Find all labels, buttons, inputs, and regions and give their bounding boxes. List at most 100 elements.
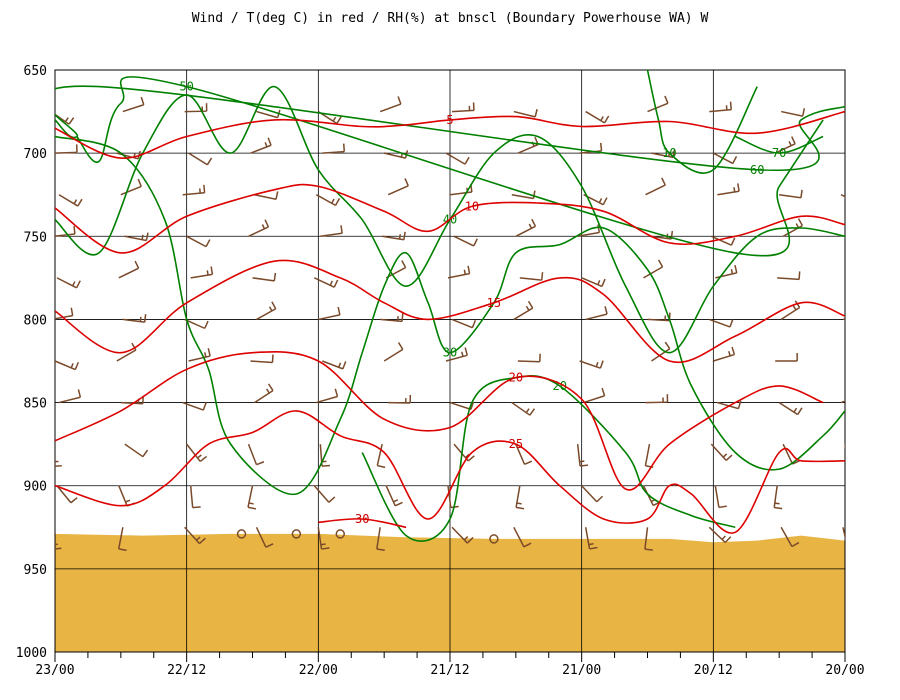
y-tick-label: 650 — [24, 64, 47, 79]
wind-barb — [451, 102, 475, 113]
wind-barb — [182, 184, 206, 196]
wind-barb — [775, 353, 798, 362]
wind-barb — [385, 485, 403, 507]
wind-barb — [645, 394, 669, 404]
wind-barb — [382, 231, 406, 241]
wind-barb — [55, 144, 78, 154]
wind-barb — [517, 353, 541, 363]
wind-barb — [643, 259, 664, 279]
wind-barb — [55, 113, 75, 125]
wind-barb — [847, 360, 870, 368]
wind-barb — [122, 314, 147, 323]
wind-barb — [849, 486, 870, 501]
y-tick-label: 850 — [24, 397, 47, 412]
wind-barb — [709, 101, 732, 113]
wind-barb — [56, 485, 78, 504]
wind-barb — [120, 178, 142, 196]
wind-barb — [250, 354, 274, 364]
calm-wind-marker — [291, 529, 302, 539]
wind-barb — [651, 341, 671, 362]
temperature-contour-label: 5 — [446, 113, 453, 127]
y-tick-label: 950 — [24, 563, 47, 578]
wind-barb — [840, 194, 845, 198]
wind-barb — [56, 277, 81, 289]
wind-barb — [254, 191, 279, 201]
rh-contour-label: 10 — [662, 146, 676, 160]
wind-barb — [780, 526, 800, 548]
wind-barb — [55, 225, 76, 237]
wind-barb — [383, 342, 404, 362]
wind-barb — [647, 95, 669, 113]
temperature-contours: 5 10 15 20 25 30 — [55, 110, 845, 534]
temperature-contour — [55, 259, 845, 364]
wind-barb — [248, 219, 270, 237]
calm-wind-marker — [489, 534, 499, 544]
wind-barb — [844, 444, 845, 450]
wind-barb — [713, 346, 736, 362]
rh-contour-label: 60 — [750, 163, 764, 177]
wind-barb — [317, 527, 330, 550]
wind-barb — [583, 387, 606, 404]
wind-barb — [379, 96, 402, 113]
temperature-contour — [55, 110, 845, 159]
wind-barb — [714, 485, 727, 509]
wind-barb — [774, 136, 796, 154]
wind-barb — [453, 443, 475, 462]
wind-barb — [710, 443, 733, 461]
wind-barb — [190, 266, 214, 279]
rh-contour — [734, 135, 824, 154]
wind-barb — [579, 142, 603, 154]
wind-barb — [116, 342, 137, 362]
wind-barb — [55, 460, 62, 467]
wind-barb — [708, 526, 732, 544]
temperature-contour-label: 20 — [509, 371, 523, 385]
y-tick-label: 700 — [24, 147, 47, 162]
wind-barb — [247, 485, 257, 510]
wind-barb — [717, 400, 742, 410]
wind-barb — [849, 278, 872, 286]
wind-barb — [118, 260, 140, 279]
temperature-contour — [318, 518, 407, 529]
wind-barb — [773, 485, 783, 510]
wind-barb — [581, 485, 604, 503]
rh-contour-label: 30 — [443, 346, 457, 360]
wind-barb — [715, 264, 738, 279]
wind-barb — [449, 401, 475, 411]
wind-barb — [58, 194, 83, 207]
wind-barb — [188, 152, 213, 166]
wind-barb — [581, 277, 606, 288]
wind-barb — [55, 360, 80, 371]
x-tick-label: 23/00 — [35, 663, 74, 678]
rh-contour — [55, 135, 845, 495]
wind-barb — [644, 527, 653, 551]
temperature-contour — [55, 183, 845, 254]
wind-barb — [117, 527, 127, 552]
wind-barb — [513, 108, 538, 118]
rh-contour — [76, 76, 824, 257]
x-axis: 23/00 22/12 22/00 21/12 21/00 20/12 20/00 — [35, 652, 865, 678]
wind-barb — [254, 383, 274, 404]
wind-barb — [645, 177, 666, 196]
wind-barb — [519, 272, 544, 281]
wind-barb — [316, 388, 339, 404]
wind-barb — [318, 306, 341, 321]
wind-barb — [844, 235, 845, 237]
rh-contour-label: 50 — [179, 80, 193, 94]
wind-barb — [186, 235, 211, 248]
wind-barb — [515, 443, 533, 466]
wind-barb — [376, 443, 386, 469]
y-axis: 650 700 750 800 850 900 950 1000 — [16, 64, 47, 661]
temperature-contour-label: 15 — [487, 296, 501, 310]
wind-barb — [255, 526, 274, 548]
wind-barb — [709, 318, 734, 328]
wind-barb — [322, 143, 346, 154]
wind-barb — [256, 301, 277, 321]
wind-barb — [55, 307, 74, 320]
wind-barb — [515, 218, 537, 237]
wind-barb — [186, 443, 208, 463]
temperature-contour-label: 25 — [509, 437, 523, 451]
wind-barb — [252, 272, 277, 282]
wind-barb — [445, 152, 470, 165]
